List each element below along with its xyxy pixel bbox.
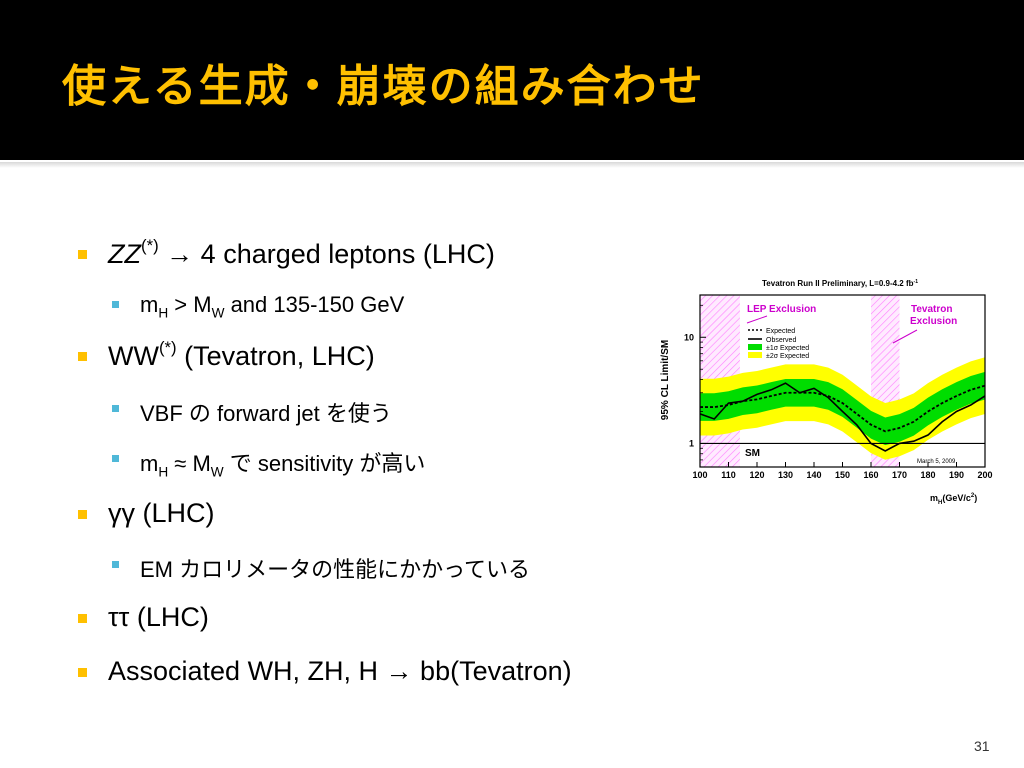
observed-line xyxy=(699,382,986,452)
chart-title: Tevatron Run II Preliminary, L=0.9-4.2 f… xyxy=(762,279,918,288)
x-tick-label: 180 xyxy=(920,470,935,480)
tevatron-exclusion-label: Exclusion xyxy=(910,316,957,327)
x-tick-label: 110 xyxy=(721,470,736,480)
title-bar: 使える生成・崩壊の組み合わせ xyxy=(0,0,1024,160)
bullet-gg-sub1: EM カロリメータの性能にかかっている xyxy=(112,552,530,584)
title-divider xyxy=(0,162,1024,168)
tevatron-exclusion-label: Tevatron xyxy=(911,304,953,315)
x-tick-label: 130 xyxy=(778,470,793,480)
bullet-zz: ZZ(*) → 4 charged leptons (LHC) xyxy=(78,236,495,270)
bullet-marker xyxy=(112,405,119,412)
x-tick-label: 160 xyxy=(863,470,878,480)
bullet-marker xyxy=(78,510,87,519)
date-annotation: March 5, 2009 xyxy=(917,459,956,465)
bullet-tt: ττ (LHC) xyxy=(78,602,209,633)
zz-label: ZZ xyxy=(108,239,141,269)
x-tick-label: 150 xyxy=(835,470,850,480)
legend-1sigma-label: ±1σ Expected xyxy=(766,345,809,352)
y-tick-label: 1 xyxy=(689,438,694,448)
bullet-ww-sub2: mH ≈ MW で sensitivity が高い xyxy=(112,446,425,479)
legend-2sigma-label: ±2σ Expected xyxy=(766,353,809,360)
expected-line xyxy=(700,384,986,433)
bullet-marker xyxy=(78,614,87,623)
bullet-marker xyxy=(78,668,87,677)
x-tick-label: 100 xyxy=(692,470,707,480)
x-axis-label: mH(GeV/c2) xyxy=(930,493,977,505)
bullet-marker xyxy=(112,301,119,308)
legend-2sigma-swatch xyxy=(748,352,762,358)
x-tick-label: 120 xyxy=(749,470,764,480)
bullet-marker xyxy=(78,250,87,259)
bullet-ww: WW(*) (Tevatron, LHC) xyxy=(78,338,375,372)
bullet-zz-sub1: mH > MW and 135-150 GeV xyxy=(112,292,404,320)
x-tick-label: 140 xyxy=(806,470,821,480)
x-tick-label: 170 xyxy=(892,470,907,480)
bullet-marker xyxy=(112,561,119,568)
lep-arrow xyxy=(746,315,768,324)
bullet-marker xyxy=(78,352,87,361)
tevatron-arrow xyxy=(892,329,918,344)
chart-svg: Tevatron Run II Preliminary, L=0.9-4.2 f… xyxy=(660,279,993,506)
page-number: 31 xyxy=(974,738,990,754)
bullet-gg: γγ (LHC) xyxy=(78,498,215,529)
bullet-assoc: Associated WH, ZH, H → bb(Tevatron) xyxy=(78,656,572,687)
lep-exclusion-label: LEP Exclusion xyxy=(747,304,816,315)
plot-area: 100 110 120 130 140 150 160 170 180 190 200110LEP … xyxy=(684,294,993,480)
bullet-ww-sub1: VBF の forward jet を使う xyxy=(112,396,392,428)
x-tick-label: 190 xyxy=(949,470,964,480)
sm-label: SM xyxy=(745,448,760,459)
legend-1sigma-swatch xyxy=(748,344,762,350)
bullet-marker xyxy=(112,455,119,462)
y-axis-label: 95% CL Limit/SM xyxy=(660,340,671,420)
legend-observed-label: Observed xyxy=(766,337,796,344)
x-tick-label: 200 xyxy=(977,470,992,480)
slide-title: 使える生成・崩壊の組み合わせ xyxy=(62,61,705,112)
y-tick-label: 10 xyxy=(684,332,694,342)
higgs-limit-chart: Tevatron Run II Preliminary, L=0.9-4.2 f… xyxy=(655,275,1000,506)
legend-expected-label: Expected xyxy=(766,328,795,335)
